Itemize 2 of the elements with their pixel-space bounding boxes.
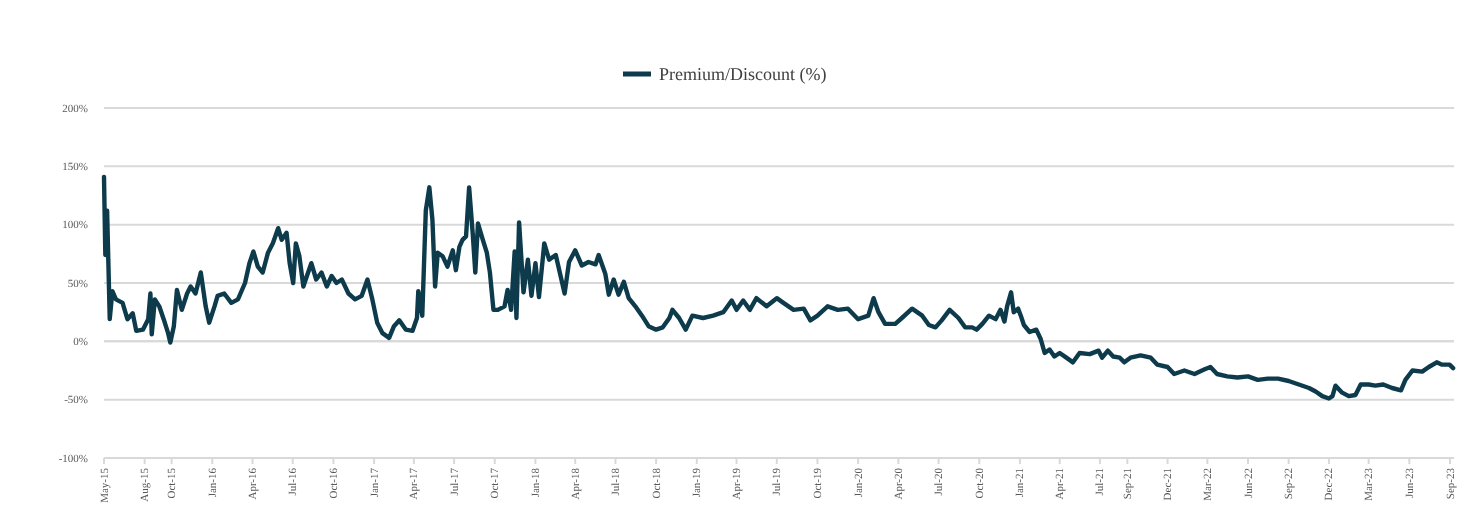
line-series <box>101 174 1456 401</box>
legend-label: Premium/Discount (%) <box>659 64 827 85</box>
